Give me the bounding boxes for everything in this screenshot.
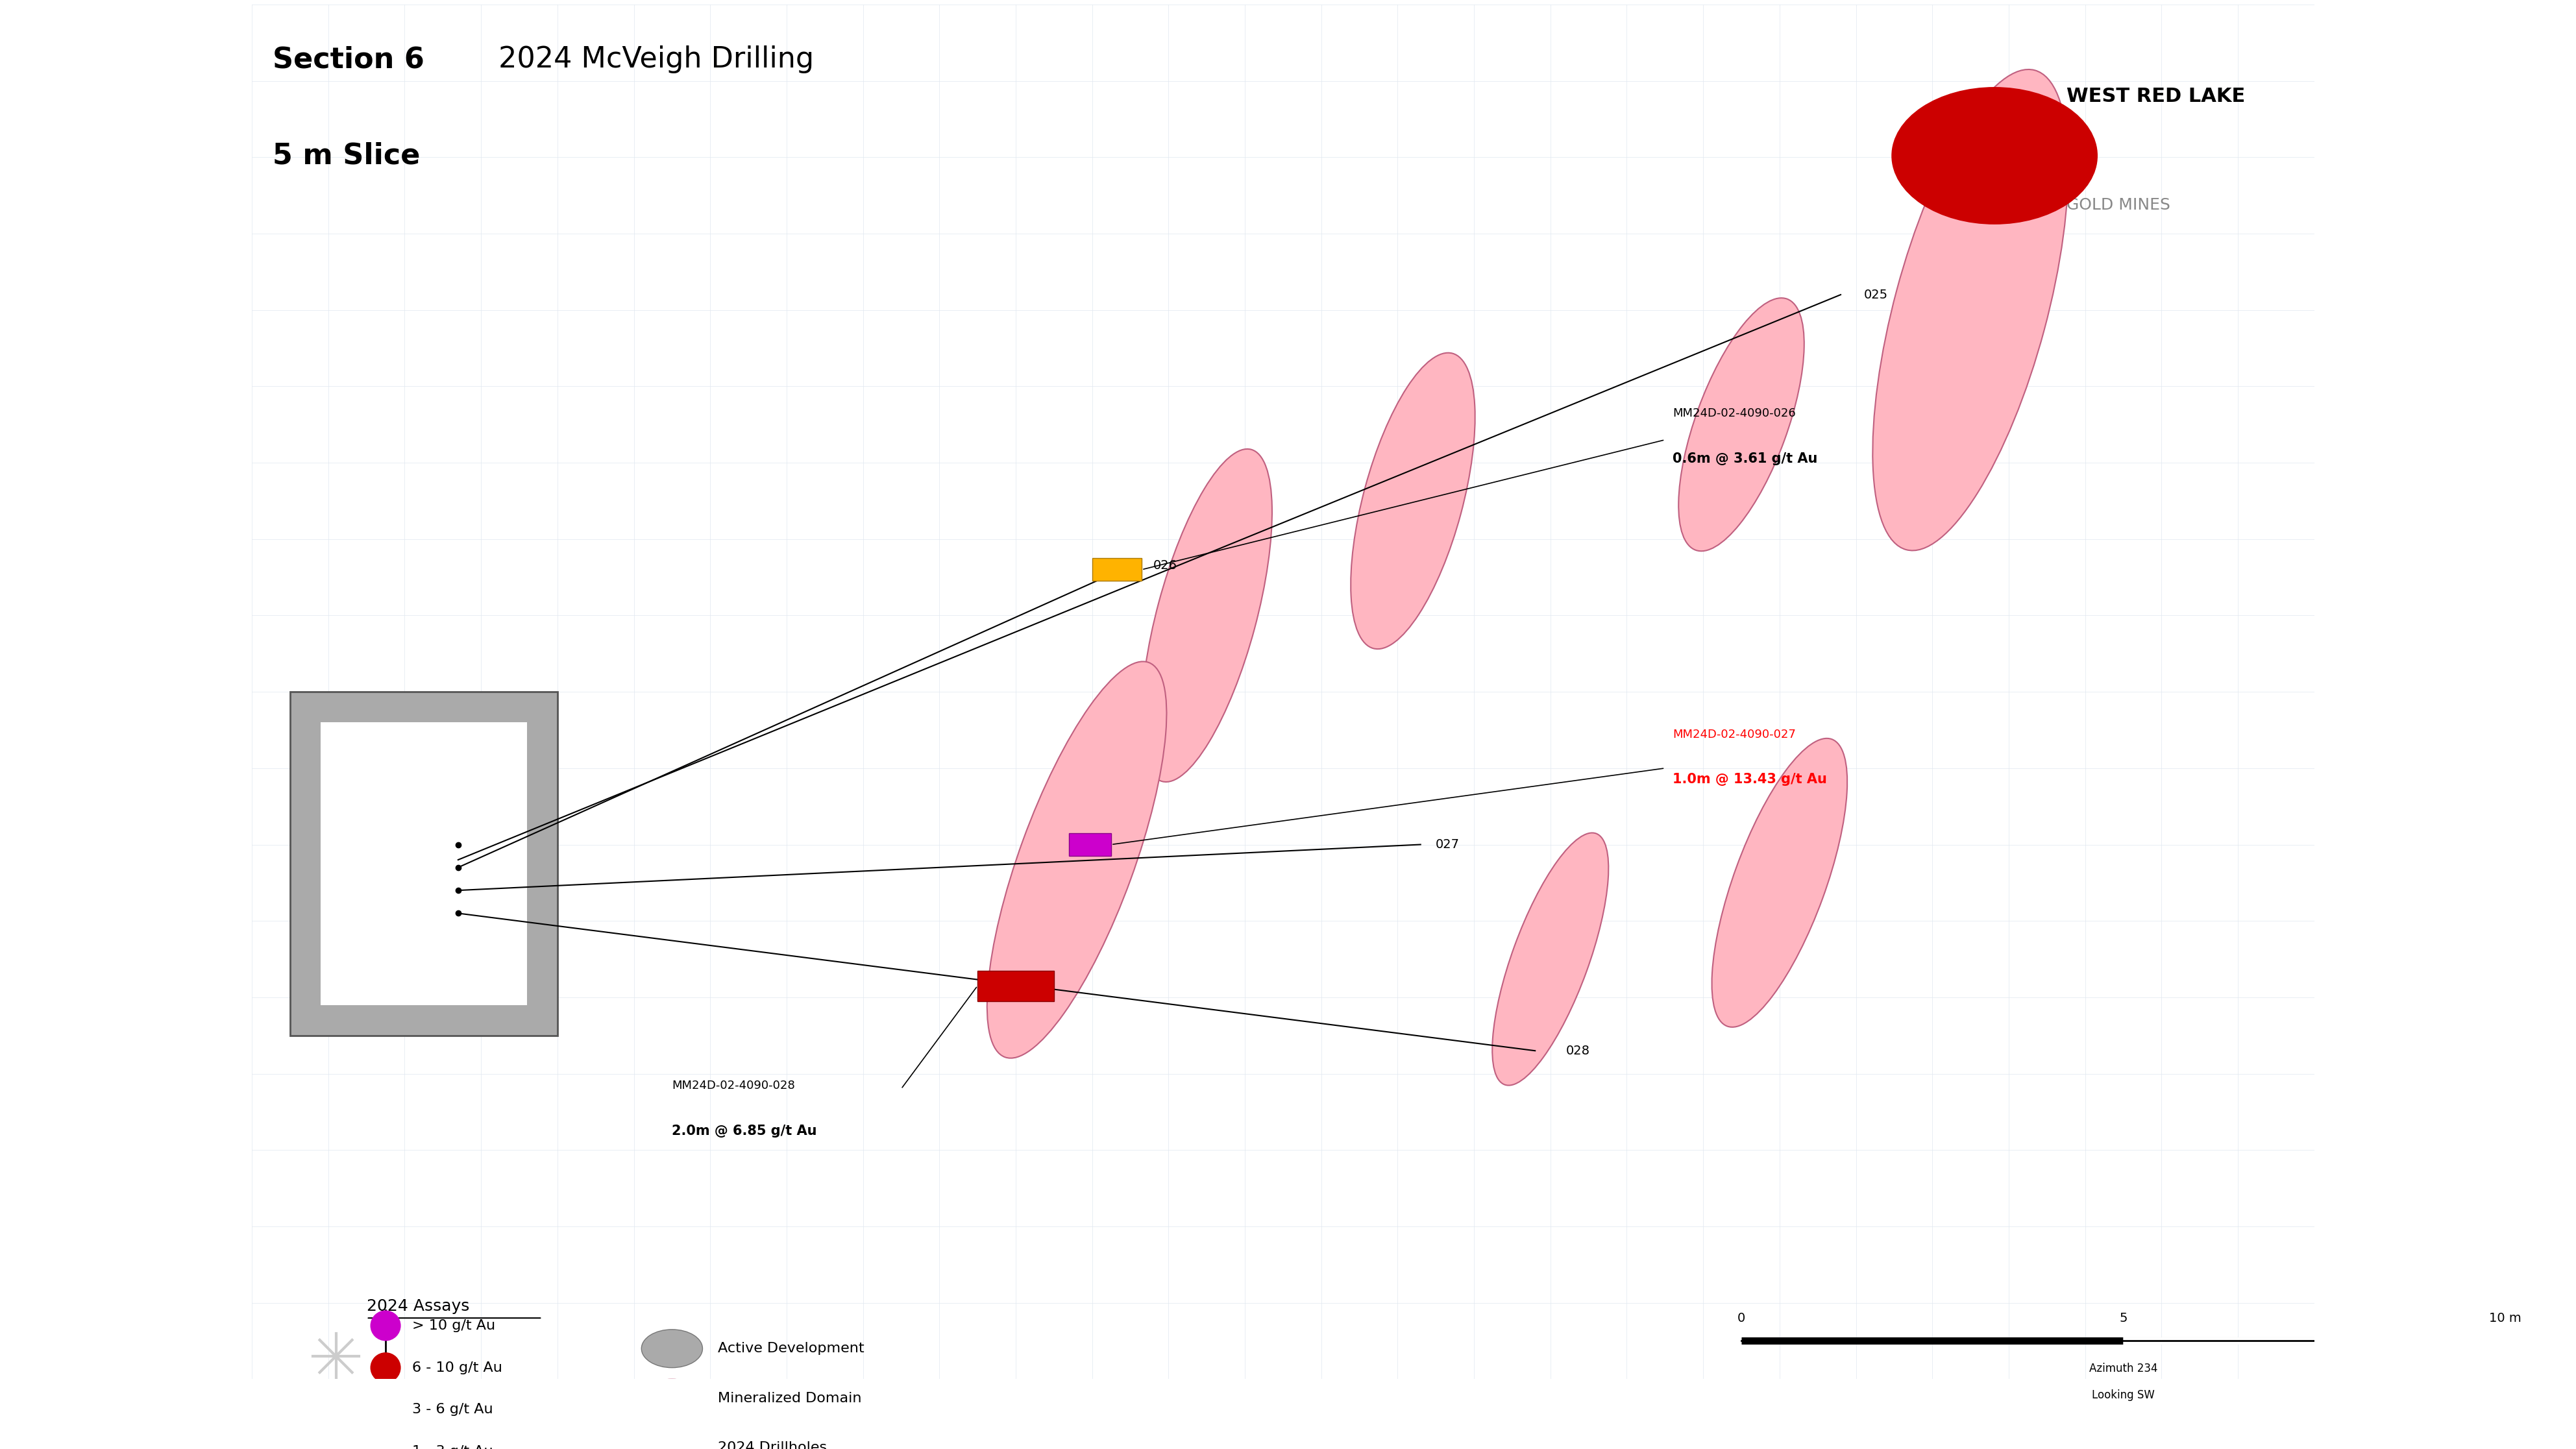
Text: 10 m: 10 m [2488,1313,2522,1324]
Circle shape [371,1352,402,1382]
Text: > 10 g/t Au: > 10 g/t Au [412,1319,495,1332]
Text: 1 - 3 g/t Au: 1 - 3 g/t Au [412,1445,492,1449]
Text: 025: 025 [1862,288,1888,301]
Text: MM24D-02-4090-028: MM24D-02-4090-028 [672,1080,796,1091]
Ellipse shape [1873,70,2069,551]
Text: 2024 Drillholes: 2024 Drillholes [719,1442,827,1449]
Circle shape [1891,87,2097,225]
Polygon shape [291,691,556,1036]
Polygon shape [1069,833,1110,856]
Text: Active Development: Active Development [719,1342,866,1355]
Text: 0.6m @ 3.61 g/t Au: 0.6m @ 3.61 g/t Au [1672,452,1819,465]
Text: Section 6: Section 6 [273,46,425,74]
Ellipse shape [1350,352,1476,649]
Text: 5 m Slice: 5 m Slice [273,142,420,170]
Text: 5: 5 [2120,1313,2128,1324]
Text: MM24D-02-4090-027: MM24D-02-4090-027 [1672,729,1795,740]
Text: WEST RED LAKE: WEST RED LAKE [2066,87,2246,106]
Polygon shape [1092,558,1141,581]
Ellipse shape [1141,449,1273,782]
Text: 2024 McVeigh Drilling: 2024 McVeigh Drilling [489,46,814,74]
Text: 2024 Assays: 2024 Assays [366,1298,469,1314]
Text: 028: 028 [1566,1045,1589,1056]
Ellipse shape [1492,833,1607,1085]
Text: 026: 026 [1154,559,1177,572]
Text: MM24D-02-4090-026: MM24D-02-4090-026 [1672,407,1795,420]
Text: 3 - 6 g/t Au: 3 - 6 g/t Au [412,1403,492,1416]
Circle shape [371,1310,402,1340]
Polygon shape [976,971,1054,1001]
Ellipse shape [641,1379,703,1417]
Text: Azimuth 234: Azimuth 234 [2089,1362,2159,1374]
Text: Mineralized Domain: Mineralized Domain [719,1391,860,1404]
Text: 1.0m @ 13.43 g/t Au: 1.0m @ 13.43 g/t Au [1672,774,1826,785]
Ellipse shape [1713,739,1847,1027]
Circle shape [371,1436,402,1449]
Ellipse shape [641,1330,703,1368]
Text: 6 - 10 g/t Au: 6 - 10 g/t Au [412,1361,502,1374]
Text: 027: 027 [1435,839,1461,851]
Text: Looking SW: Looking SW [2092,1390,2154,1401]
Text: 0: 0 [1736,1313,1747,1324]
Text: 2.0m @ 6.85 g/t Au: 2.0m @ 6.85 g/t Au [672,1124,817,1137]
Polygon shape [319,723,528,1006]
Ellipse shape [987,662,1167,1058]
Circle shape [371,1394,402,1424]
Ellipse shape [1680,298,1803,551]
Text: GOLD MINES: GOLD MINES [2066,197,2172,213]
